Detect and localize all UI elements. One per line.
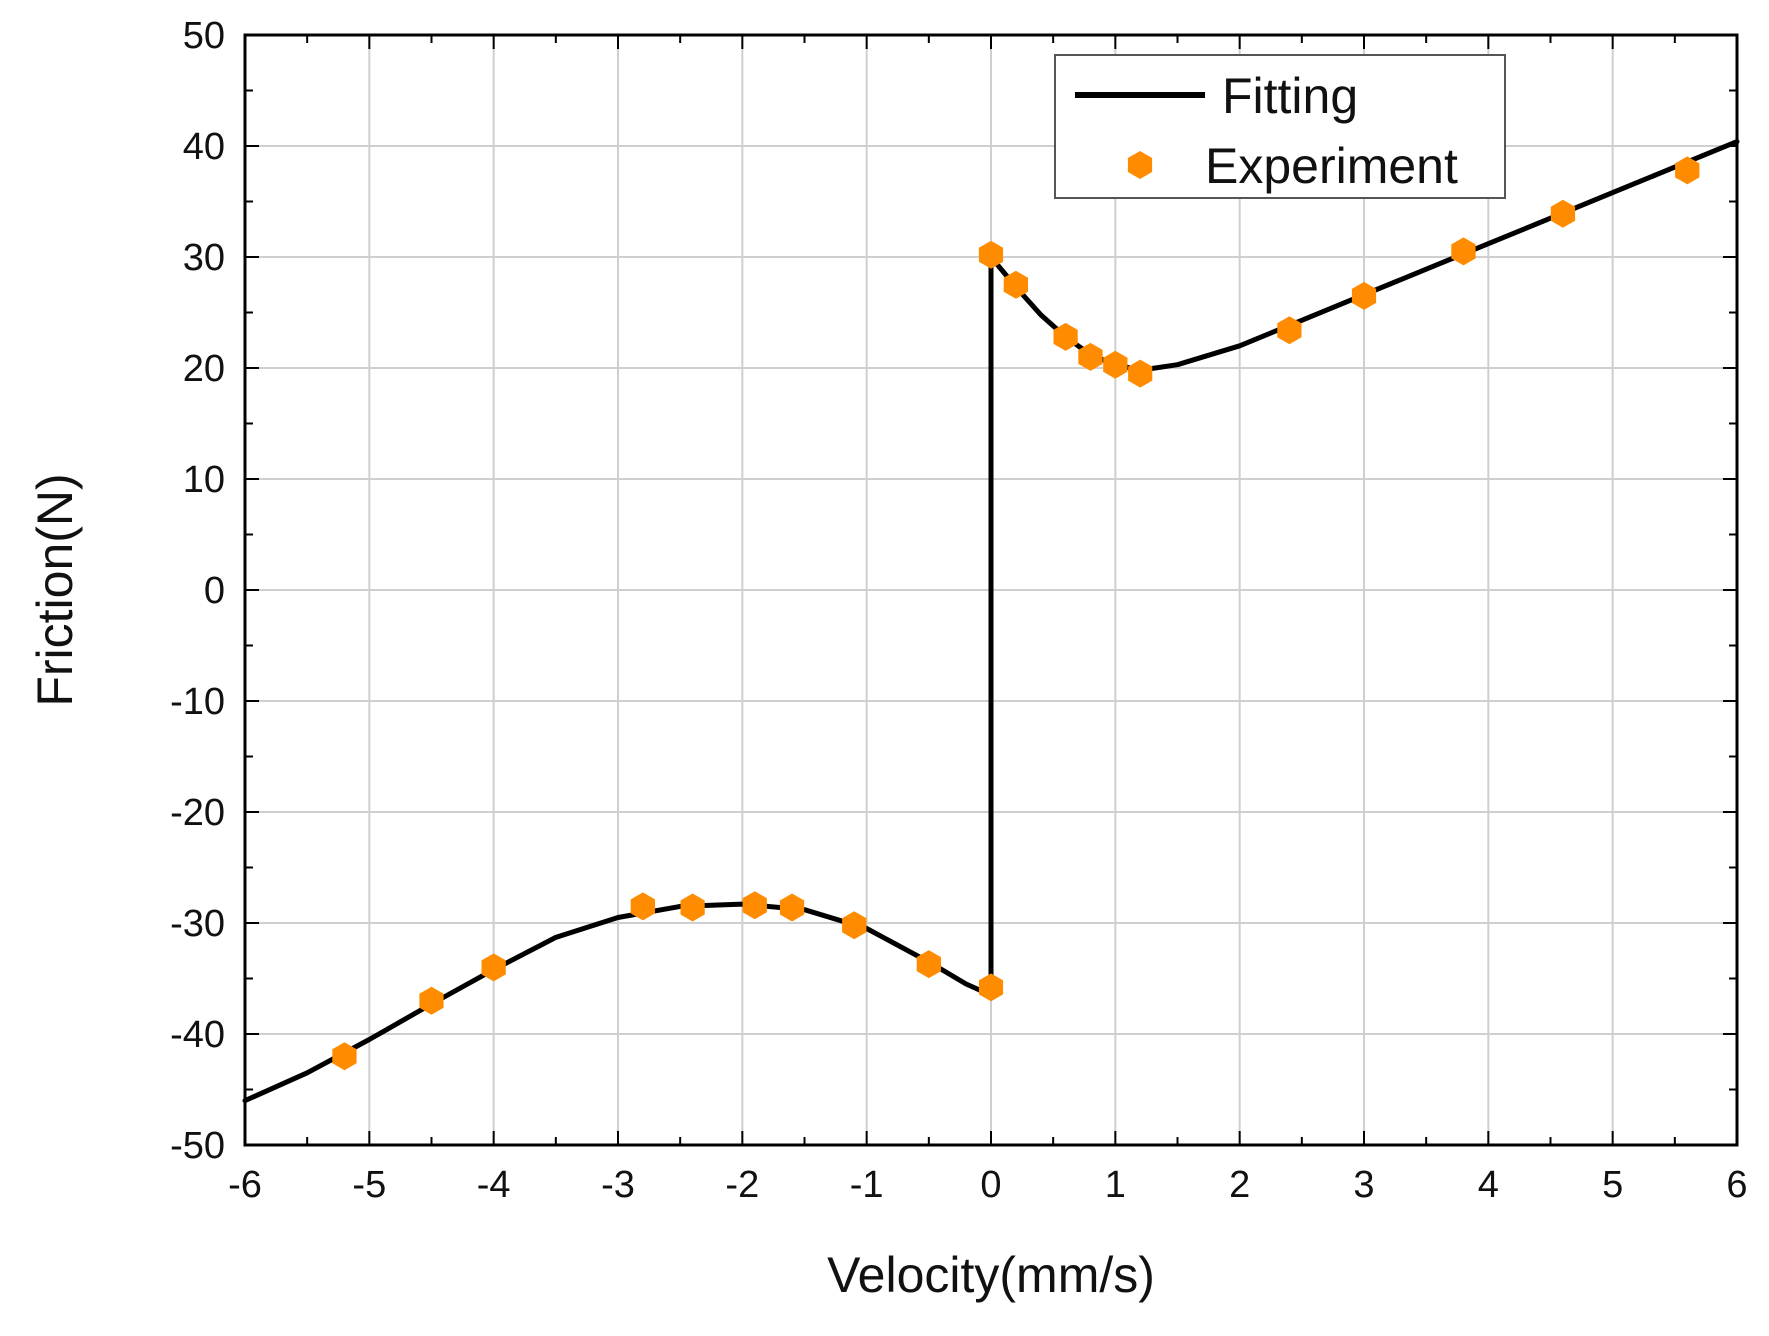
x-tick-label: 0 (980, 1164, 1001, 1206)
x-tick-label: -3 (601, 1164, 635, 1206)
y-tick-label: 0 (204, 570, 225, 612)
experiment-point (1078, 342, 1103, 371)
legend: Fitting Experiment (1054, 54, 1506, 199)
experiment-point (978, 973, 1004, 1002)
y-tick-label: -40 (170, 1014, 225, 1056)
x-tick-label: -1 (850, 1164, 884, 1206)
experiment-point (779, 893, 805, 922)
experiment-point (1128, 359, 1153, 388)
x-tick-label: -4 (477, 1164, 511, 1206)
legend-label-fitting: Fitting (1222, 68, 1358, 124)
y-tick-label: 40 (183, 126, 225, 168)
axis-ticks (244, 34, 1738, 1146)
y-tick-label: -50 (170, 1125, 225, 1167)
experiment-point (1003, 270, 1028, 299)
y-tick-labels: 50 40 30 20 10 0 -10 -20 -30 -40 -50 (170, 15, 225, 1167)
y-axis-title: Friction(N) (27, 473, 83, 706)
experiment-point (1451, 237, 1476, 266)
experiment-series (332, 156, 1700, 1071)
experiment-point (481, 953, 506, 982)
legend-marker-swatch (1127, 151, 1153, 179)
legend-box (1054, 54, 1506, 199)
experiment-point (332, 1042, 357, 1071)
x-tick-labels: -6 -5 -4 -3 -2 -1 0 1 2 3 4 5 6 (228, 1164, 1747, 1206)
x-tick-label: 4 (1478, 1164, 1499, 1206)
x-axis-title: Velocity(mm/s) (827, 1247, 1155, 1303)
y-tick-label: -30 (170, 903, 225, 945)
experiment-point (1053, 322, 1078, 351)
x-tick-label: -5 (352, 1164, 386, 1206)
experiment-point (419, 986, 444, 1015)
y-tick-label: 30 (183, 237, 225, 279)
y-tick-label: -20 (170, 792, 225, 834)
x-tick-label: 5 (1602, 1164, 1623, 1206)
experiment-point (742, 891, 767, 920)
experiment-point (1550, 199, 1576, 228)
x-tick-label: 3 (1353, 1164, 1374, 1206)
x-tick-label: 2 (1229, 1164, 1250, 1206)
experiment-point (842, 911, 867, 940)
experiment-point (680, 893, 705, 922)
x-tick-label: 1 (1105, 1164, 1126, 1206)
experiment-point (1277, 316, 1302, 345)
y-tick-label: 10 (183, 459, 225, 501)
x-tick-label: -2 (725, 1164, 759, 1206)
y-tick-label: -10 (170, 681, 225, 723)
x-tick-label: 6 (1726, 1164, 1747, 1206)
experiment-point (1351, 281, 1377, 310)
experiment-point (978, 240, 1004, 269)
legend-label-experiment: Experiment (1205, 138, 1458, 194)
experiment-point (630, 892, 655, 921)
experiment-point (1103, 350, 1128, 379)
x-tick-label: -6 (228, 1164, 262, 1206)
experiment-point (1675, 156, 1700, 185)
y-tick-label: 20 (183, 348, 225, 390)
y-tick-label: 50 (183, 15, 225, 57)
experiment-point (916, 950, 941, 979)
